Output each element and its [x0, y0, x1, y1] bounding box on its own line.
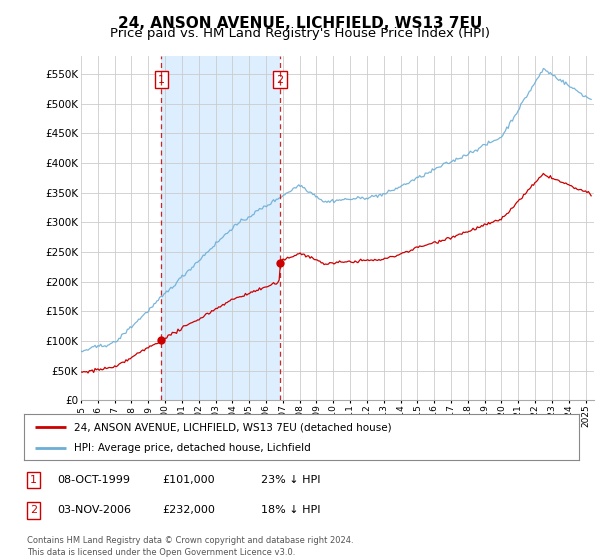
- Text: 23% ↓ HPI: 23% ↓ HPI: [261, 475, 320, 485]
- Text: HPI: Average price, detached house, Lichfield: HPI: Average price, detached house, Lich…: [74, 444, 311, 454]
- Text: 03-NOV-2006: 03-NOV-2006: [57, 505, 131, 515]
- Text: Price paid vs. HM Land Registry's House Price Index (HPI): Price paid vs. HM Land Registry's House …: [110, 27, 490, 40]
- Text: 1: 1: [30, 475, 37, 485]
- Text: 1: 1: [158, 74, 165, 85]
- Text: £101,000: £101,000: [162, 475, 215, 485]
- Text: 24, ANSON AVENUE, LICHFIELD, WS13 7EU (detached house): 24, ANSON AVENUE, LICHFIELD, WS13 7EU (d…: [74, 422, 392, 432]
- Text: 08-OCT-1999: 08-OCT-1999: [57, 475, 130, 485]
- Text: 2: 2: [277, 74, 284, 85]
- Text: Contains HM Land Registry data © Crown copyright and database right 2024.
This d: Contains HM Land Registry data © Crown c…: [27, 536, 353, 557]
- Text: 18% ↓ HPI: 18% ↓ HPI: [261, 505, 320, 515]
- Text: 2: 2: [30, 505, 37, 515]
- Text: 24, ANSON AVENUE, LICHFIELD, WS13 7EU: 24, ANSON AVENUE, LICHFIELD, WS13 7EU: [118, 16, 482, 31]
- Bar: [161, 56, 280, 400]
- Text: £232,000: £232,000: [162, 505, 215, 515]
